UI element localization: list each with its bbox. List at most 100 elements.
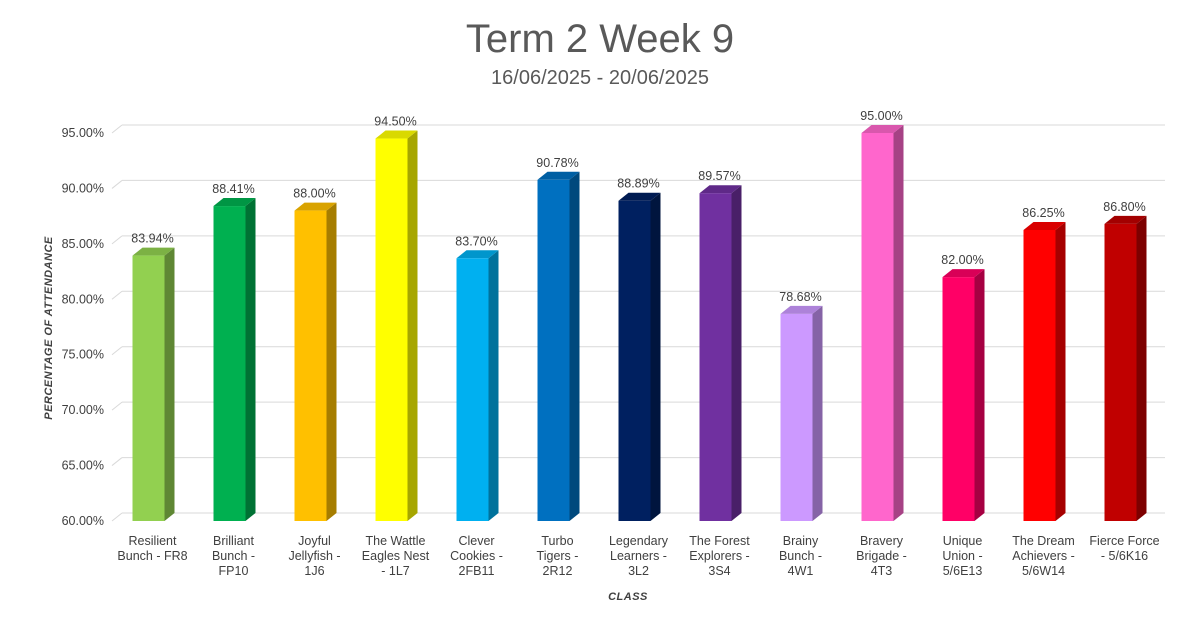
x-tick-label: Brainy Bunch -4W1 (779, 534, 822, 578)
bar-front (375, 138, 408, 522)
data-label: 86.25% (1022, 206, 1064, 220)
y-tick-label: 85.00% (62, 237, 104, 251)
bar-top (1104, 215, 1147, 224)
bar-top (375, 130, 418, 139)
bar (861, 125, 904, 521)
bar-front (213, 206, 246, 521)
bar-side (731, 185, 742, 521)
y-tick-label: 75.00% (62, 348, 104, 362)
x-tick-label: The Forest Explorers -3S4 (689, 534, 750, 578)
bar-top (456, 250, 499, 259)
bar (699, 185, 742, 521)
data-label: 89.57% (698, 169, 740, 183)
bar-side (1136, 215, 1147, 521)
bar-top (132, 247, 175, 256)
x-tick-label: The Wattle Eagles Nest - 1L7 (362, 534, 430, 578)
x-tick-label: Brilliant Bunch -FP10 (212, 534, 255, 578)
chart-title: Term 2 Week 9 (466, 17, 734, 61)
bar-top (618, 192, 661, 201)
x-tick-label: Resilient Bunch - FR8 (117, 534, 187, 563)
bar-side (893, 125, 904, 521)
bar-front (699, 193, 732, 521)
gridline-depth (111, 235, 123, 245)
bar-front (537, 179, 570, 521)
bar (1023, 222, 1066, 521)
x-tick-label: Joyful Jellyfish -1J6 (288, 534, 340, 578)
data-label: 94.50% (374, 115, 416, 129)
bar-side (974, 269, 985, 521)
bar (456, 250, 499, 522)
data-label: 83.70% (455, 234, 497, 248)
bar-side (164, 247, 175, 521)
x-tick-label: Unique Union -5/6E13 (942, 534, 982, 578)
bar-side (488, 250, 499, 522)
gridline-depth (111, 457, 123, 466)
x-tick-label: Turbo Tigers -2R12 (537, 534, 579, 578)
data-label: 90.78% (536, 156, 578, 170)
bar-top (861, 125, 904, 133)
bar-side (650, 192, 661, 522)
x-tick-label: Legendary Learners -3L2 (609, 534, 669, 578)
y-axis-ticks: 60.00% 65.00% 70.00% 75.00% 80.00% 85.00% 90.0… (62, 126, 104, 528)
bar-top (780, 305, 823, 314)
bar-front (1104, 223, 1137, 521)
y-tick-label: 70.00% (62, 403, 104, 417)
bar (132, 247, 175, 521)
y-axis-title: PERCENTAGE OF ATTENDANCE (43, 236, 55, 420)
data-label: 86.80% (1103, 200, 1145, 214)
bar-side (812, 305, 823, 521)
bar-front (456, 258, 489, 521)
bar-top (537, 171, 580, 180)
bar (618, 192, 661, 522)
data-label: 88.00% (293, 187, 335, 201)
data-label: 83.94% (131, 232, 173, 246)
x-axis-ticks: Resilient Bunch - FR8 Brilliant Bunch -FP10… (117, 534, 1159, 578)
y-tick-label: 65.00% (62, 459, 104, 473)
bar-front (618, 200, 651, 522)
gridline-depth (111, 346, 123, 356)
bars (132, 125, 1147, 522)
bar-top (294, 202, 337, 211)
bar (780, 305, 823, 521)
bar-front (294, 210, 327, 521)
y-tick-label: 90.00% (62, 181, 104, 195)
data-label: 88.41% (212, 182, 254, 196)
gridline-depth (111, 124, 123, 134)
bar (1104, 215, 1147, 521)
bar (213, 198, 256, 521)
bar (942, 269, 985, 521)
gridline-depth (111, 290, 123, 300)
y-tick-label: 80.00% (62, 292, 104, 306)
y-tick-label: 95.00% (62, 126, 104, 140)
bar-front (132, 255, 165, 521)
bar (294, 202, 337, 521)
bar-side (407, 130, 418, 522)
gridline-depth (111, 401, 123, 411)
bar-top (1023, 222, 1066, 230)
bar-front (942, 277, 975, 521)
data-label: 82.00% (941, 253, 983, 267)
bar-top (942, 269, 985, 278)
data-labels: 83.94% 88.41% 88.00% 94.50% 83.70% 90.78% 88.8… (131, 109, 1145, 304)
gridline-depth (111, 180, 123, 189)
x-tick-label: Fierce Force - 5/6K16 (1089, 534, 1159, 563)
bar (375, 130, 418, 522)
x-tick-label: Bravery Brigade -4T3 (856, 534, 907, 578)
x-tick-label: The Dream Achievers -5/6W14 (1012, 534, 1075, 578)
bar-top (699, 185, 742, 194)
chart-subtitle: 16/06/2025 - 20/06/2025 (491, 67, 709, 89)
data-label: 78.68% (779, 290, 821, 304)
y-tick-label: 60.00% (62, 514, 104, 528)
data-label: 95.00% (860, 109, 902, 123)
gridline-depth (111, 512, 123, 522)
bar-side (569, 171, 580, 521)
bar-side (1055, 222, 1066, 521)
bar-side (245, 198, 256, 521)
bar-front (861, 133, 894, 521)
bar-side (326, 202, 337, 521)
bar (537, 171, 580, 521)
x-tick-label: Clever Cookies -2FB11 (450, 534, 503, 578)
x-axis-title: CLASS (608, 591, 648, 603)
bar-top (213, 198, 256, 207)
